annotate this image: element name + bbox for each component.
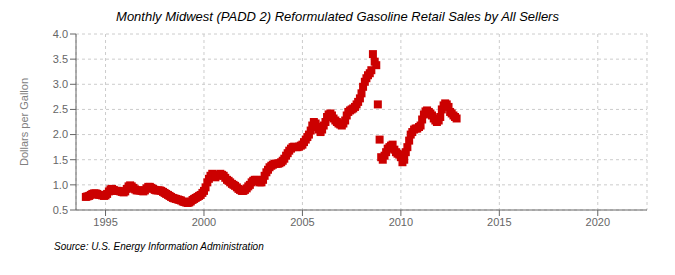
svg-text:1.5: 1.5 [53, 154, 68, 166]
svg-text:0.5: 0.5 [53, 204, 68, 216]
svg-text:4.0: 4.0 [53, 28, 68, 40]
svg-text:2005: 2005 [290, 216, 314, 228]
svg-text:2010: 2010 [389, 216, 413, 228]
svg-text:2000: 2000 [192, 216, 216, 228]
svg-text:3.5: 3.5 [53, 53, 68, 65]
html-text:Source: U.S. Energy Informatio: Source: U.S. Energy Information Administ… [54, 241, 264, 252]
html-text:Monthly Midwest (PADD 2) Refor: Monthly Midwest (PADD 2) Reformulated Ga… [116, 9, 559, 24]
svg-text:Dollars per Gallon: Dollars per Gallon [18, 78, 30, 166]
svg-text:1.0: 1.0 [53, 179, 68, 191]
svg-text:1995: 1995 [93, 216, 117, 228]
svg-text:2020: 2020 [586, 216, 610, 228]
svg-text:2015: 2015 [487, 216, 511, 228]
svg-text:2.0: 2.0 [53, 128, 68, 140]
svg-text:3.0: 3.0 [53, 78, 68, 90]
svg-text:2.5: 2.5 [53, 103, 68, 115]
